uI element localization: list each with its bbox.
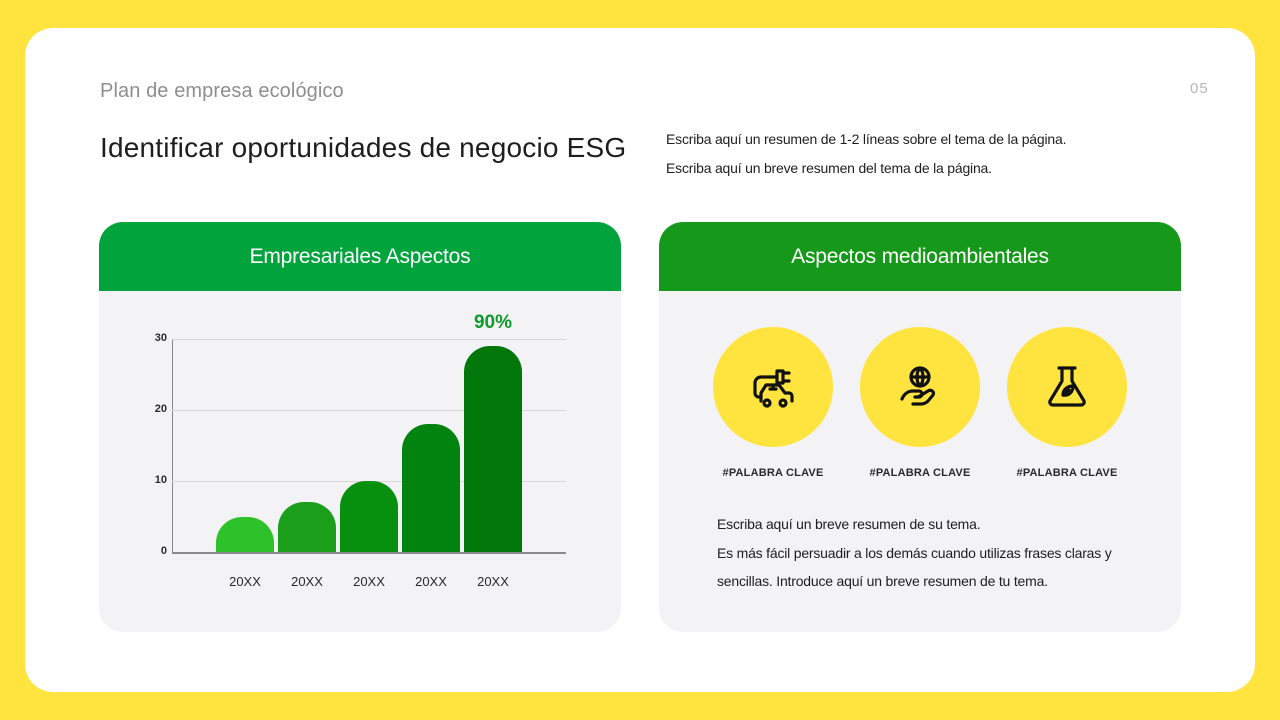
- y-tick-label: 20: [154, 403, 167, 415]
- chart-bar: [340, 481, 398, 552]
- panel-header: Empresariales Aspectos: [99, 222, 621, 291]
- bar-chart: 0 10 20 30 20XX 20XX 20XX 20XX 20XX 90%: [99, 222, 621, 632]
- summary-line: Escriba aquí un resumen de 1-2 líneas so…: [666, 131, 1067, 147]
- keyword-label: #PALABRA CLAVE: [1016, 467, 1118, 479]
- slide-subtitle: Plan de empresa ecológico: [100, 80, 344, 102]
- environmental-aspects-panel: Aspectos medioambientales #PALABRA CLAVE: [659, 222, 1181, 632]
- gridline: [172, 410, 566, 411]
- panel-title: Aspectos medioambientales: [791, 244, 1049, 268]
- keyword-label: #PALABRA CLAVE: [722, 467, 824, 479]
- keyword-item: #PALABRA CLAVE: [997, 327, 1137, 479]
- y-tick-label: 0: [160, 545, 167, 557]
- globe-in-hand-icon: [900, 366, 936, 406]
- chart-bar: [402, 424, 460, 552]
- gridline: [172, 339, 566, 340]
- keyword-item: #PALABRA CLAVE: [850, 327, 990, 479]
- x-axis: [172, 552, 566, 554]
- x-tick-label: 20XX: [229, 574, 261, 589]
- x-tick-label: 20XX: [353, 574, 385, 589]
- keyword-label: #PALABRA CLAVE: [869, 467, 971, 479]
- electric-car-plug-icon: [753, 369, 794, 408]
- panel-title: Empresariales Aspectos: [249, 244, 471, 268]
- icon-circle: [713, 327, 833, 447]
- flask-leaf-icon: [1048, 366, 1086, 407]
- business-aspects-panel: Empresariales Aspectos 0 10 20 30 20XX 20XX 20…: [99, 222, 621, 632]
- y-tick-label: 10: [154, 474, 167, 486]
- body-line: Es más fácil persuadir a los demás cuand…: [717, 544, 1112, 561]
- x-tick-label: 20XX: [477, 574, 509, 589]
- body-line: sencillas. Introduce aquí un breve resum…: [717, 573, 1048, 589]
- page-summary: Escriba aquí un resumen de 1-2 líneas so…: [666, 125, 1066, 183]
- panel-header: Aspectos medioambientales: [659, 222, 1181, 291]
- chart-bar: [216, 516, 274, 552]
- summary-line: Escriba aquí un breve resumen del tema d…: [666, 160, 992, 176]
- body-line: Escriba aquí un breve resumen de su tema…: [717, 516, 981, 532]
- keyword-item: #PALABRA CLAVE: [703, 327, 843, 479]
- x-tick-label: 20XX: [291, 574, 323, 589]
- bar-value-annotation: 90%: [473, 312, 513, 333]
- chart-bar: [278, 502, 336, 552]
- page-title: Identificar oportunidades de negocio ESG: [100, 132, 627, 163]
- chart-bar: [464, 346, 522, 552]
- icon-circle: [860, 327, 980, 447]
- y-tick-label: 30: [154, 332, 167, 344]
- y-axis: [172, 339, 173, 553]
- page-number: 05: [1190, 80, 1209, 97]
- environmental-summary: Escriba aquí un breve resumen de su tema…: [717, 510, 1137, 596]
- x-tick-label: 20XX: [415, 574, 447, 589]
- icon-circle: [1007, 327, 1127, 447]
